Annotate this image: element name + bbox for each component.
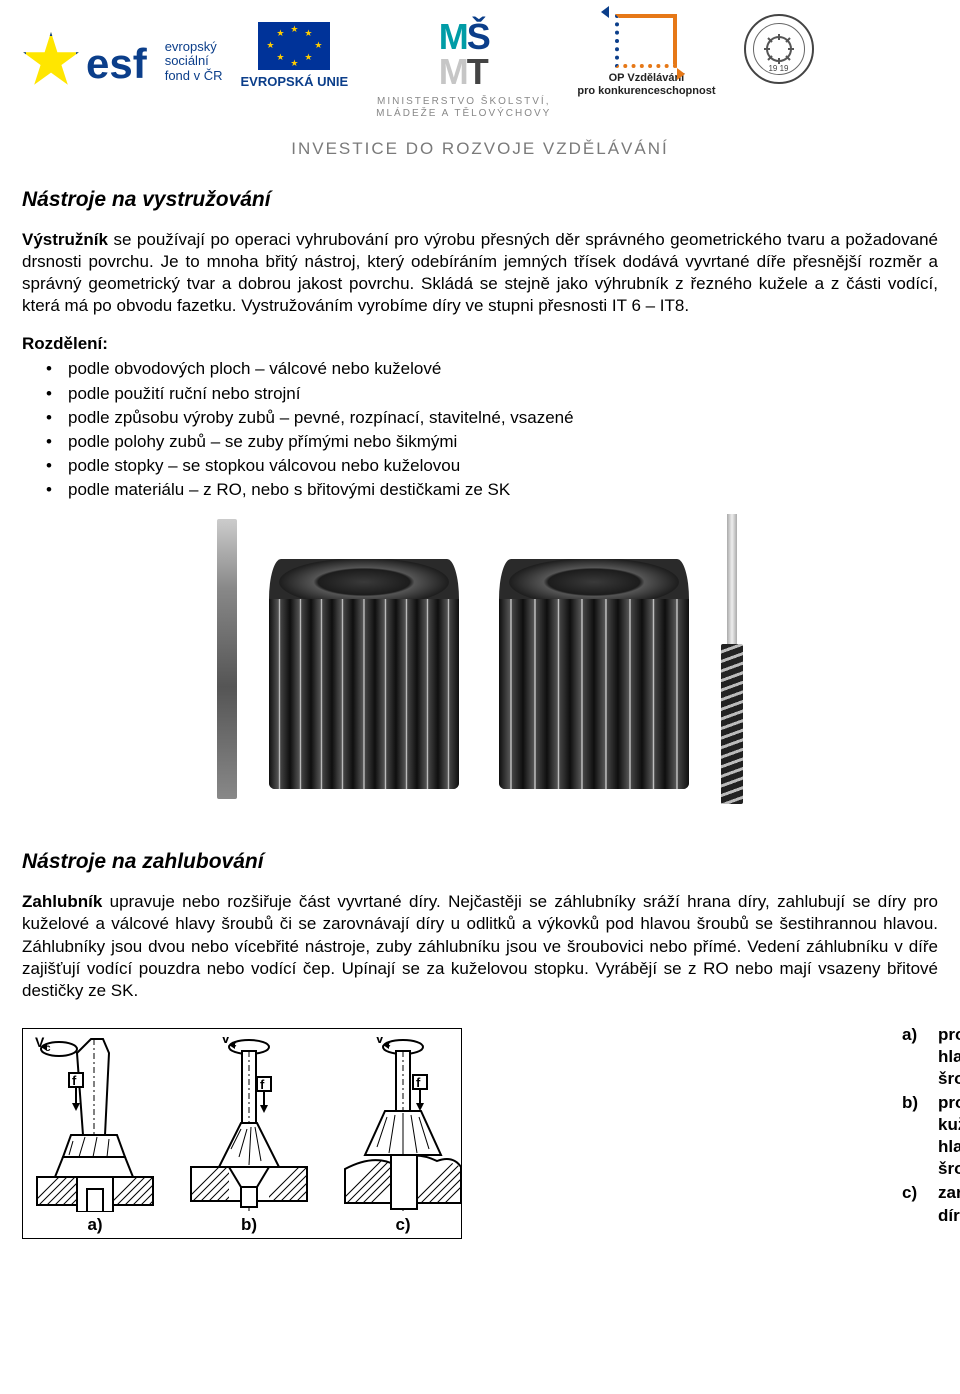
paragraph-countersink-body: upravuje nebo rozšiřuje část vyvrtané dí…: [22, 892, 938, 999]
eu-label: EVROPSKÁ UNIE: [241, 74, 349, 91]
paragraph-reamer: Výstružník se používají po operaci vyhru…: [22, 229, 938, 317]
diagram-label-a: a): [87, 1214, 102, 1236]
esf-desc-line: fond v ČR: [165, 69, 223, 83]
list-item: podle polohy zubů – se zuby přímými nebo…: [68, 430, 938, 454]
diagram-b: V c f: [187, 1037, 311, 1236]
msmt-description: MINISTERSTVO ŠKOLSTVÍ, MLÁDEŽE A TĚLOVÝC…: [376, 96, 551, 120]
diagram-c: V c f: [341, 1037, 465, 1236]
tagline: INVESTICE DO ROZVOJE VZDĚLÁVÁNÍ: [22, 138, 938, 160]
term-countersink: Zahlubník: [22, 892, 102, 911]
heading-reaming-tools: Nástroje na vystružování: [22, 186, 938, 213]
svg-text:c: c: [385, 1039, 391, 1050]
logo-msmt: MŠ MT MINISTERSTVO ŠKOLSTVÍ, MLÁDEŽE A T…: [376, 14, 551, 120]
logo-seal: 19 19: [744, 14, 814, 84]
diagram-a: V c f: [33, 1037, 157, 1236]
paragraph-reamer-body: se používají po operaci vyhrubování pro …: [22, 230, 938, 315]
seal-year: 19 19: [768, 64, 788, 74]
list-heading: Rozdělení:: [22, 333, 938, 355]
tool-machine-reamer: [721, 514, 743, 804]
tool-shell-reamer-1: [261, 529, 467, 789]
esf-wordmark: esf: [86, 45, 147, 83]
list-item: podle použití ruční nebo strojní: [68, 382, 938, 406]
eu-flag-icon: ★ ★ ★ ★ ★ ★ ★ ★: [258, 22, 330, 70]
esf-desc-line: sociální: [165, 54, 223, 68]
seal-icon: 19 19: [744, 14, 814, 84]
list-item: podle obvodových ploch – válcové nebo ku…: [68, 357, 938, 381]
op-square-icon: [615, 14, 677, 68]
svg-text:c: c: [45, 1043, 51, 1054]
diagram-label-b: b): [241, 1214, 257, 1236]
diagram-row: V c f: [22, 1028, 462, 1239]
logo-esf: esf: [22, 14, 147, 90]
heading-countersink-tools: Nástroje na zahlubování: [22, 848, 938, 875]
msmt-desc-line: MLÁDEŽE A TĚLOVÝCHOVY: [376, 108, 551, 120]
legend-text-c: zarovnávání díry: [938, 1182, 960, 1226]
svg-text:f: f: [416, 1075, 421, 1090]
esf-desc-line: evropský: [165, 40, 223, 54]
tool-flat-reamer: [217, 519, 237, 799]
term-reamer: Výstružník: [22, 230, 108, 249]
svg-text:f: f: [260, 1077, 265, 1092]
op-desc-line: pro konkurenceschopnost: [577, 85, 715, 98]
logo-op: OP Vzdělávání pro konkurenceschopnost: [577, 14, 715, 98]
svg-text:c: c: [231, 1039, 237, 1050]
list-item: podle stopky – se stopkou válcovou nebo …: [68, 454, 938, 478]
legend-text-a: pro válcové hlavy šroubů: [938, 1024, 960, 1090]
legend-label-c: c): [902, 1182, 938, 1226]
paragraph-countersink: Zahlubník upravuje nebo rozšiřuje část v…: [22, 891, 938, 1001]
legend-label-a: a): [902, 1024, 938, 1090]
list-item: podle materiálu – z RO, nebo s břitovými…: [68, 478, 938, 502]
header-logos: esf evropský sociální fond v ČR ★ ★ ★ ★ …: [22, 8, 938, 124]
op-desc-line: OP Vzdělávání: [577, 72, 715, 85]
diagram-label-c: c): [395, 1214, 410, 1236]
svg-text:f: f: [72, 1073, 77, 1088]
tool-shell-reamer-2: [491, 529, 697, 789]
tool-images-row: [22, 514, 938, 804]
legend: a) pro válcové hlavy šroubů b) pro kužel…: [902, 1024, 960, 1227]
svg-text:V: V: [221, 1037, 231, 1046]
legend-label-b: b): [902, 1092, 938, 1180]
star-icon: [22, 32, 80, 90]
legend-text-b: pro kuželové a hlavy šroubů: [938, 1092, 960, 1180]
svg-text:V: V: [375, 1037, 385, 1046]
list-item: podle způsobu výroby zubů – pevné, rozpí…: [68, 406, 938, 430]
esf-description: evropský sociální fond v ČR: [165, 40, 223, 83]
msmt-logotype-row2: MT: [441, 49, 487, 96]
gear-icon: [762, 32, 796, 66]
logo-eu: ★ ★ ★ ★ ★ ★ ★ ★ EVROPSKÁ UNIE: [241, 14, 349, 91]
bottom-section: V c f: [22, 1018, 938, 1239]
msmt-desc-line: MINISTERSTVO ŠKOLSTVÍ,: [376, 96, 551, 108]
op-description: OP Vzdělávání pro konkurenceschopnost: [577, 72, 715, 98]
label-vc: V: [35, 1037, 45, 1050]
classification-list: podle obvodových ploch – válcové nebo ku…: [22, 357, 938, 502]
